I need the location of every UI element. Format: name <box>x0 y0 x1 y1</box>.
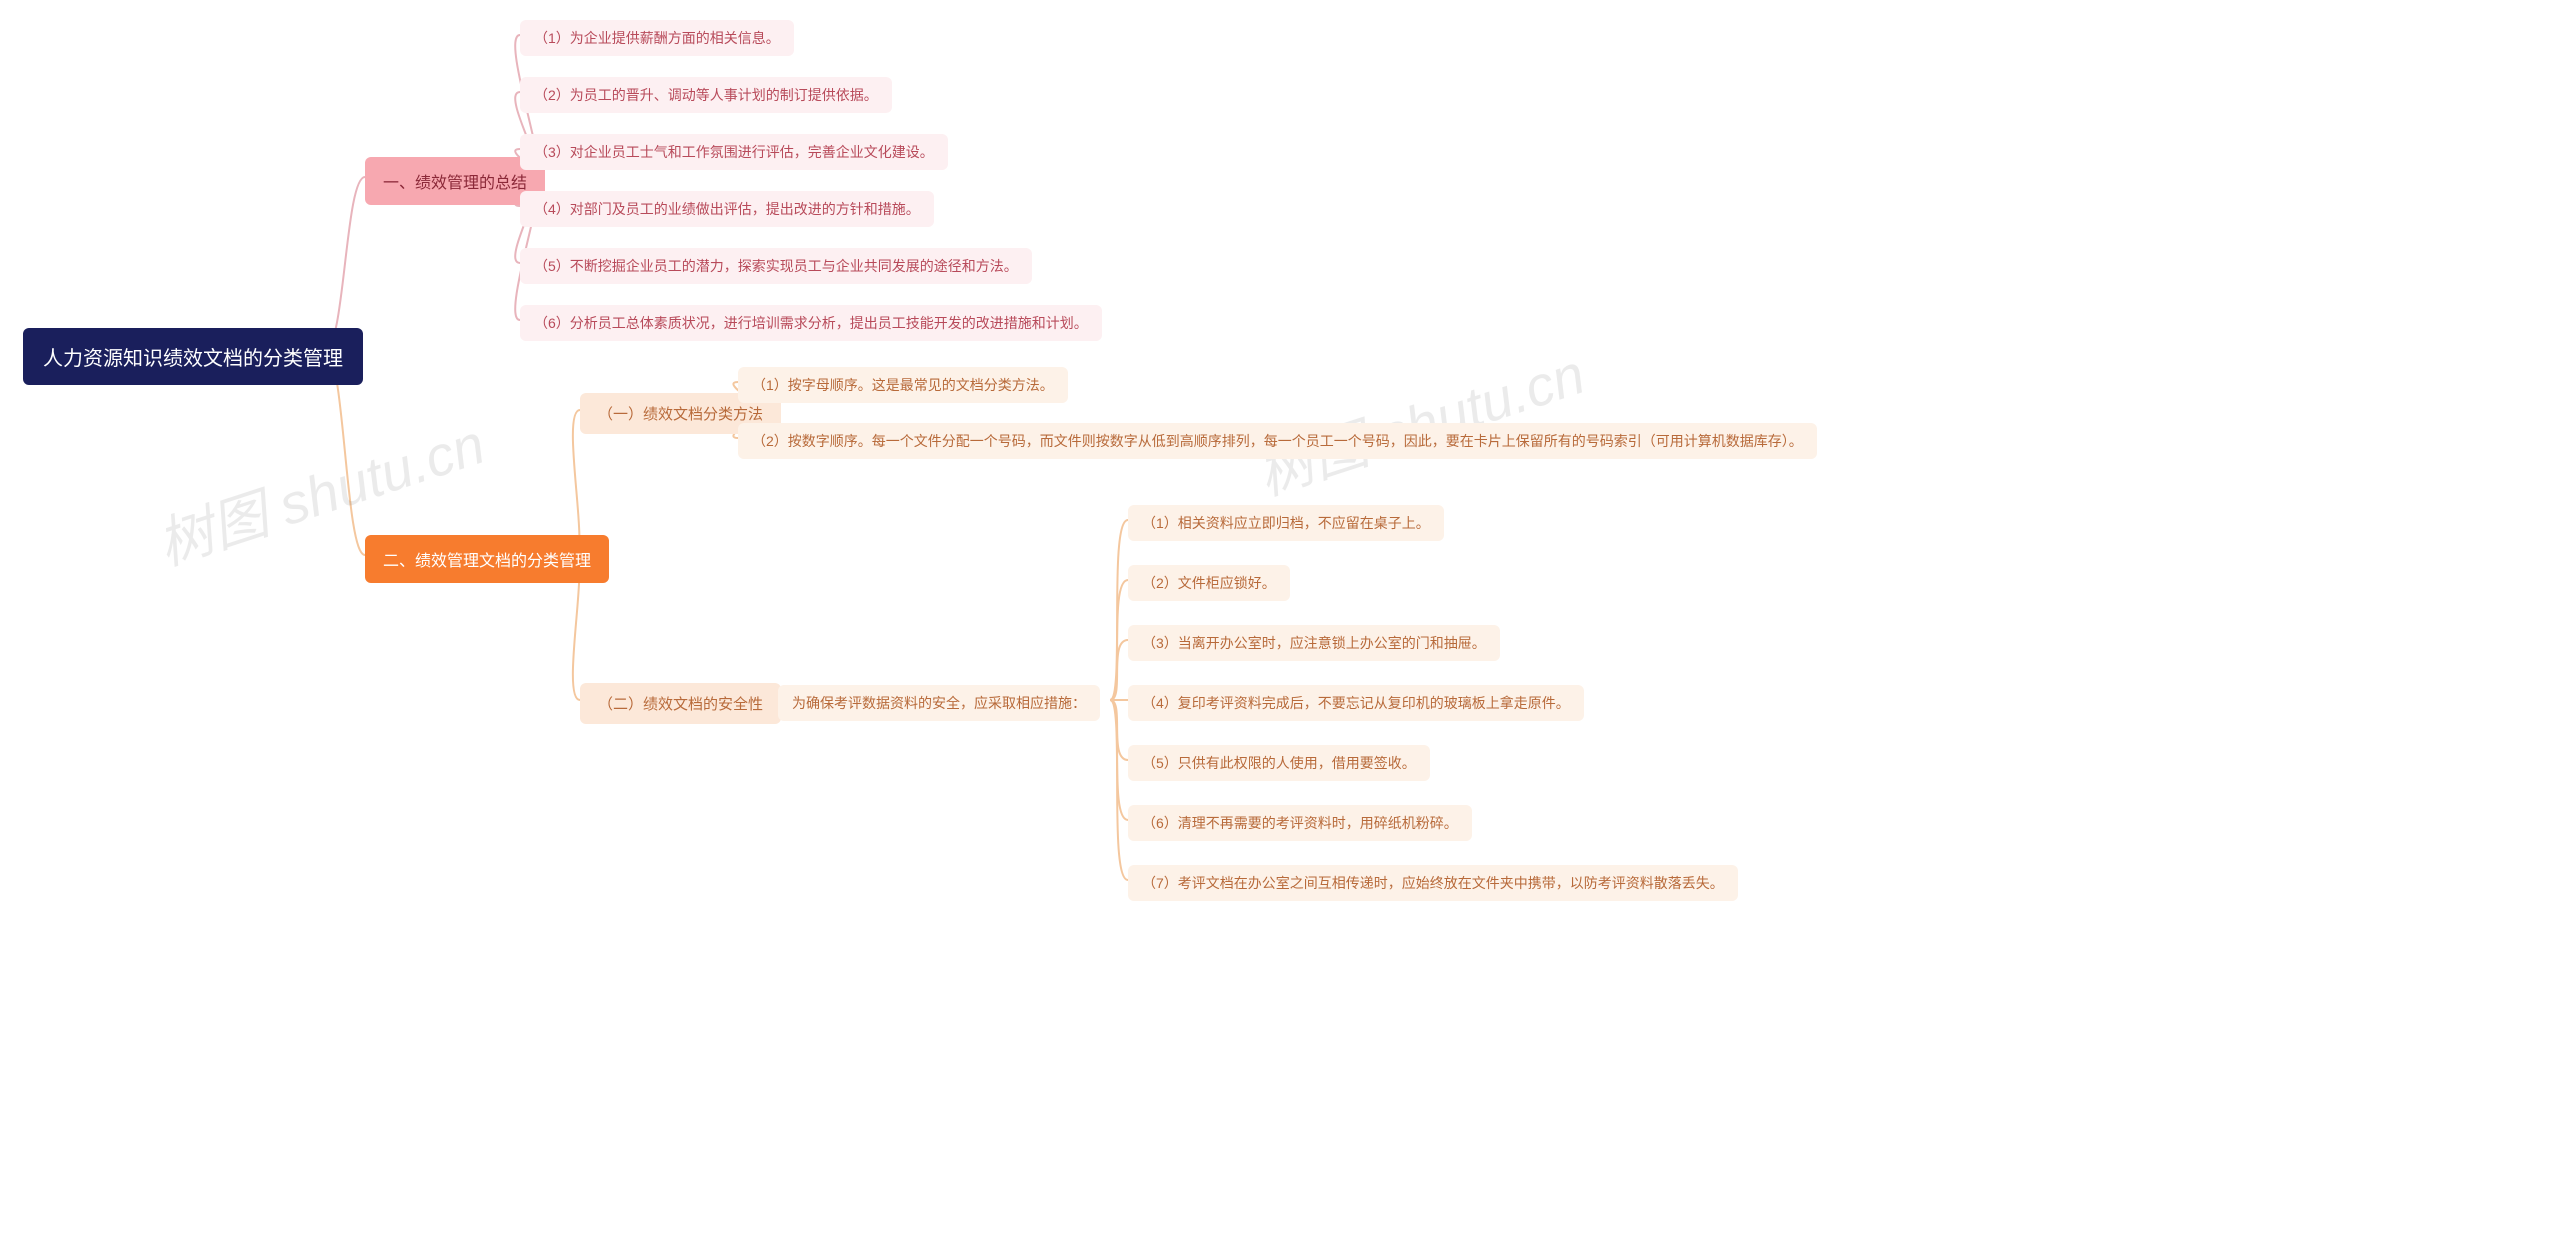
branch2-sub2-item-4[interactable]: （4）复印考评资料完成后，不要忘记从复印机的玻璃板上拿走原件。 <box>1128 685 1584 721</box>
branch2-sub2-item-6[interactable]: （6）清理不再需要的考评资料时，用碎纸机粉碎。 <box>1128 805 1472 841</box>
branch2-sub2[interactable]: （二）绩效文档的安全性 <box>580 683 781 724</box>
branch-1[interactable]: 一、绩效管理的总结 <box>365 157 545 205</box>
root-node[interactable]: 人力资源知识绩效文档的分类管理 <box>23 328 363 385</box>
branch1-item-5[interactable]: （5）不断挖掘企业员工的潜力，探索实现员工与企业共同发展的途径和方法。 <box>520 248 1032 284</box>
branch-2[interactable]: 二、绩效管理文档的分类管理 <box>365 535 609 583</box>
branch1-item-2[interactable]: （2）为员工的晋升、调动等人事计划的制订提供依据。 <box>520 77 892 113</box>
branch2-sub1-item-1[interactable]: （1）按字母顺序。这是最常见的文档分类方法。 <box>738 367 1068 403</box>
branch2-sub2-item-2[interactable]: （2）文件柜应锁好。 <box>1128 565 1290 601</box>
branch2-sub2-mid[interactable]: 为确保考评数据资料的安全，应采取相应措施： <box>778 685 1100 721</box>
branch2-sub2-item-5[interactable]: （5）只供有此权限的人使用，借用要签收。 <box>1128 745 1430 781</box>
branch2-sub2-item-7[interactable]: （7）考评文档在办公室之间互相传递时，应始终放在文件夹中携带，以防考评资料散落丢… <box>1128 865 1738 901</box>
branch2-sub2-item-3[interactable]: （3）当离开办公室时，应注意锁上办公室的门和抽屉。 <box>1128 625 1500 661</box>
watermark: 树图 shutu.cn <box>1246 330 1594 512</box>
branch2-sub2-item-1[interactable]: （1）相关资料应立即归档，不应留在桌子上。 <box>1128 505 1444 541</box>
branch2-sub1-item-2[interactable]: （2）按数字顺序。每一个文件分配一个号码，而文件则按数字从低到高顺序排列，每一个… <box>738 423 1817 459</box>
branch1-item-6[interactable]: （6）分析员工总体素质状况，进行培训需求分析，提出员工技能开发的改进措施和计划。 <box>520 305 1102 341</box>
branch1-item-4[interactable]: （4）对部门及员工的业绩做出评估，提出改进的方针和措施。 <box>520 191 934 227</box>
branch1-item-1[interactable]: （1）为企业提供薪酬方面的相关信息。 <box>520 20 794 56</box>
branch1-item-3[interactable]: （3）对企业员工士气和工作氛围进行评估，完善企业文化建设。 <box>520 134 948 170</box>
